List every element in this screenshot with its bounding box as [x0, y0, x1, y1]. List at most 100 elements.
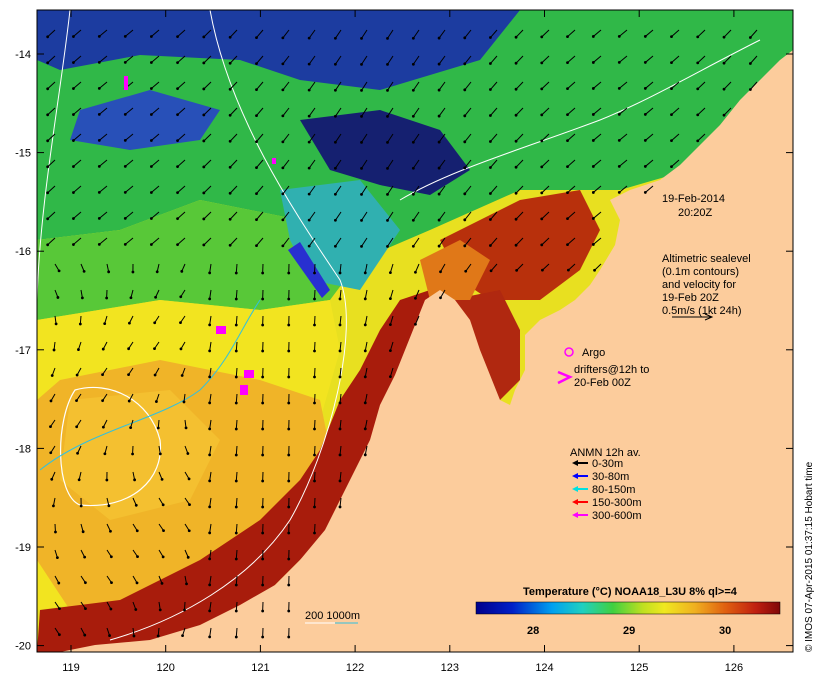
velocity-arrow-head [287, 401, 291, 405]
anmn-item-label: 30-80m [592, 471, 629, 483]
velocity-arrow-head [234, 479, 238, 483]
velocity-arrow [364, 367, 368, 377]
velocity-arrow-head [72, 191, 75, 194]
altimetry-note: Altimetric sealevel (0.1m contours) and … [662, 253, 751, 321]
velocity-arrow-head [255, 140, 258, 144]
velocity-arrow [723, 81, 732, 90]
velocity-arrow-head [696, 61, 700, 65]
velocity-arrow [541, 159, 550, 168]
velocity-arrow [567, 159, 576, 167]
velocity-arrow-head [591, 61, 595, 64]
velocity-arrow-head [101, 373, 104, 377]
velocity-arrow-head [131, 270, 135, 274]
velocity-arrow-head [363, 427, 367, 431]
x-tick-label: 123 [441, 662, 459, 674]
velocity-arrow [334, 55, 342, 65]
velocity-arrow-head [255, 62, 258, 66]
orange-light [60, 390, 220, 520]
anmn-legend: ANMN 12h av. 0-30m30-80m80-150m150-300m3… [570, 447, 642, 522]
velocity-arrow-head [127, 373, 130, 377]
velocity-arrow [515, 81, 524, 90]
velocity-arrow [124, 29, 134, 37]
velocity-arrow-head [127, 399, 131, 403]
velocity-arrow-head [208, 271, 212, 275]
velocity-arrow-head [437, 140, 441, 144]
velocity-arrow [542, 263, 550, 271]
velocity-arrow-head [123, 138, 127, 142]
velocity-arrow-head [261, 505, 265, 509]
velocity-arrow-head [234, 531, 238, 535]
velocity-arrow-head [208, 375, 212, 379]
velocity-arrow-head [255, 114, 258, 118]
velocity-arrow-head [155, 270, 159, 274]
velocity-arrow [389, 367, 394, 377]
velocity-arrow [541, 55, 550, 64]
velocity-arrow [47, 29, 56, 38]
velocity-arrow [541, 107, 550, 116]
velocity-arrow-head [110, 581, 113, 585]
velocity-arrow [73, 211, 82, 219]
velocity-arrow [389, 315, 394, 325]
velocity-arrow-head [617, 112, 621, 116]
velocity-arrow-head [489, 36, 492, 39]
velocity-arrow [339, 289, 342, 300]
velocity-arrow [645, 55, 654, 63]
velocity-arrow [209, 315, 212, 325]
velocity-arrow [203, 107, 212, 116]
anmn-item: 0-30m [572, 458, 623, 470]
velocity-arrow-head [234, 323, 238, 327]
velocity-arrow-head [281, 88, 285, 92]
velocity-arrow [438, 133, 446, 143]
velocity-arrow-head [334, 192, 337, 196]
velocity-arrow [177, 185, 186, 194]
velocity-arrow-head [176, 87, 179, 91]
velocity-arrow-head [97, 139, 101, 142]
velocity-arrow [282, 107, 290, 117]
velocity-arrow-head [261, 323, 265, 327]
velocity-arrow [515, 211, 524, 220]
velocity-arrow-head [234, 635, 238, 639]
velocity-arrow [282, 185, 290, 195]
velocity-arrow-head [514, 165, 518, 169]
sst-field [37, 10, 793, 652]
velocity-arrow [209, 497, 212, 507]
velocity-arrow [541, 237, 550, 246]
velocity-arrow [671, 55, 680, 63]
velocity-arrow-head [234, 375, 238, 379]
anmn-title: ANMN 12h av. [570, 447, 641, 459]
y-tick-label: -18 [15, 443, 31, 455]
velocity-arrow-head [617, 164, 621, 168]
velocity-arrow-head [722, 87, 726, 91]
velocity-arrow-head [46, 87, 50, 91]
y-tick-label: -14 [15, 49, 31, 61]
velocity-arrow-head [514, 191, 518, 195]
velocity-arrow-head [134, 503, 138, 507]
velocity-arrow [308, 133, 316, 143]
velocity-arrow-head [255, 244, 258, 248]
velocity-arrow-head [261, 635, 265, 639]
velocity-arrow [567, 107, 576, 115]
velocity-arrow-head [437, 114, 441, 118]
velocity-arrow-head [313, 427, 316, 431]
velocity-arrow [334, 81, 342, 91]
velocity-arrow [464, 159, 472, 169]
velocity-arrow-head [287, 531, 291, 535]
velocity-arrow-head [228, 113, 232, 117]
velocity-arrow [256, 211, 264, 220]
velocity-arrow-head [133, 478, 137, 482]
velocity-arrow-head [464, 269, 468, 273]
velocity-arrow-head [208, 427, 212, 431]
velocity-arrow-head [643, 87, 647, 90]
velocity-arrow-head [57, 581, 61, 585]
velocity-arrow-head [463, 114, 467, 118]
velocity-arrow-head [153, 347, 156, 351]
velocity-arrow-head [127, 347, 131, 351]
velocity-arrow [256, 237, 264, 246]
velocity-arrow [151, 81, 160, 89]
velocity-arrow [177, 133, 186, 142]
velocity-arrow-head [489, 62, 492, 65]
velocity-arrow-head [160, 582, 164, 585]
velocity-arrow [203, 55, 212, 64]
velocity-arrow-head [208, 453, 212, 457]
